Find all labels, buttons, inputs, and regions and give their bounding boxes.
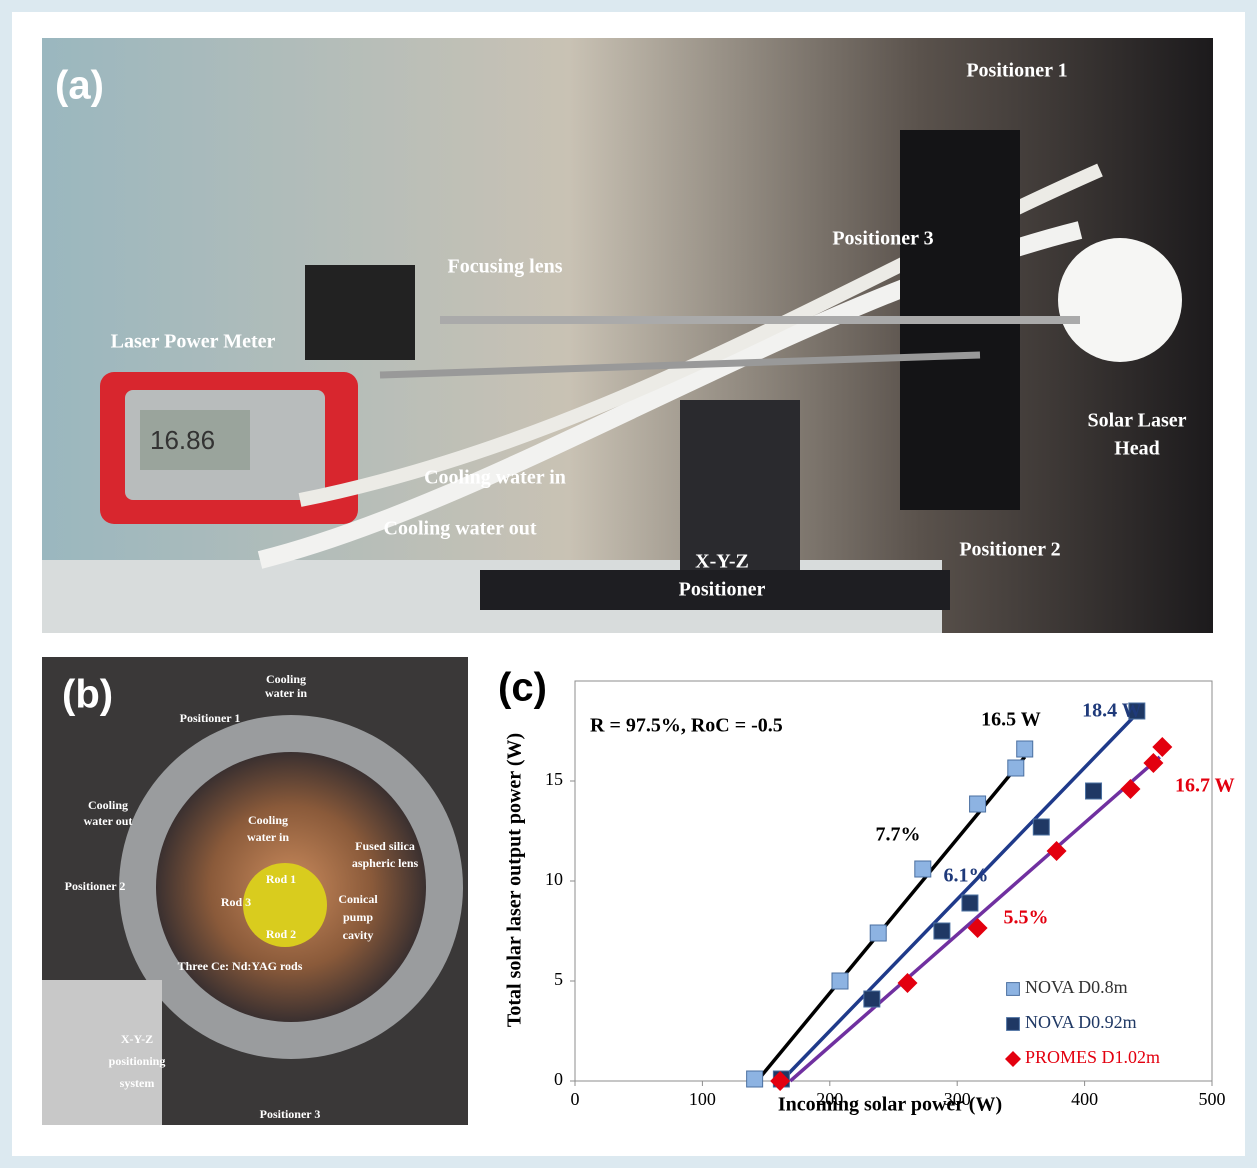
photo-a-xyz — [680, 400, 800, 570]
marker — [870, 925, 886, 941]
photo-annotation: Positioner 1 — [180, 711, 241, 725]
x-tick-label: 0 — [571, 1089, 580, 1109]
y-axis-title: Total solar laser output power (W) — [504, 733, 526, 1027]
marker — [1008, 760, 1024, 776]
x-tick-label: 400 — [1071, 1089, 1098, 1109]
marker — [1033, 819, 1049, 835]
marker — [832, 973, 848, 989]
photo-annotation: Positioner 1 — [966, 60, 1067, 82]
photo-annotation: Positioner 2 — [959, 539, 1060, 561]
page: (a) 16.86 Positioner 1 Positioner 3 Focusing… — [0, 0, 1257, 1168]
chart-annotation: 16.5 W — [981, 709, 1041, 731]
y-tick-label: 15 — [545, 769, 563, 789]
photo-annotation: Positioner — [679, 579, 766, 601]
marker — [970, 796, 986, 812]
panel-label: (a) — [55, 64, 104, 108]
legend-label: NOVA D0.92m — [1025, 1012, 1137, 1032]
photo-annotation: Cooling — [248, 813, 288, 827]
photo-annotation: Conical — [338, 892, 378, 906]
photo-annotation: water in — [247, 830, 289, 844]
y-tick-label: 0 — [554, 1069, 563, 1089]
photo-annotation: cavity — [343, 928, 374, 942]
photo-annotation: water in — [265, 686, 307, 700]
photo-annotation: Three Ce: Nd:YAG rods — [178, 959, 303, 973]
chart-annotation: R = 97.5%, RoC = -0.5 — [590, 715, 783, 737]
photo-annotation: system — [120, 1076, 155, 1090]
photo-annotation: X-Y-Z — [121, 1032, 153, 1046]
photo-a-sensor — [305, 265, 415, 360]
photo-annotation: Cooling — [266, 672, 306, 686]
photo-annotation: Rod 3 — [221, 895, 251, 909]
photo-annotation: X-Y-Z — [695, 551, 749, 573]
chart-annotation: 6.1% — [944, 865, 989, 887]
figure: (a) 16.86 Positioner 1 Positioner 3 Focusing… — [0, 0, 1257, 1168]
chart-annotation: 5.5% — [1004, 907, 1049, 929]
photo-annotation: Head — [1114, 438, 1160, 460]
chart-annotation: 18.4 W — [1082, 700, 1142, 722]
legend-label: PROMES D1.02m — [1025, 1047, 1160, 1067]
photo-annotation: Focusing lens — [447, 256, 562, 278]
legend-marker — [1007, 983, 1020, 996]
photo-annotation: water out — [84, 814, 133, 828]
photo-annotation: Rod 1 — [266, 872, 296, 886]
y-tick-label: 5 — [554, 969, 563, 989]
photo-a-head — [1058, 238, 1182, 362]
photo-annotation: Rod 2 — [266, 927, 296, 941]
photo-annotation: positioning — [109, 1054, 166, 1068]
photo-annotation: Cooling water in — [424, 467, 566, 489]
marker — [934, 923, 950, 939]
panel-label: (c) — [498, 666, 547, 710]
marker — [915, 861, 931, 877]
marker — [1017, 741, 1033, 757]
meter-reading: 16.86 — [150, 425, 215, 455]
photo-annotation: Positioner 2 — [65, 879, 126, 893]
photo-annotation: Cooling water out — [384, 518, 537, 540]
legend-marker — [1007, 1018, 1020, 1031]
photo-annotation: aspheric lens — [352, 856, 419, 870]
panel-label: (b) — [62, 673, 113, 717]
x-axis-title: Incoming solar power (W) — [778, 1094, 1002, 1116]
chart-annotation: 16.7 W — [1175, 775, 1235, 797]
photo-annotation: Laser Power Meter — [111, 331, 276, 353]
legend-label: NOVA D0.8m — [1025, 977, 1128, 997]
marker — [864, 991, 880, 1007]
marker — [747, 1071, 763, 1087]
x-tick-label: 500 — [1199, 1089, 1226, 1109]
photo-annotation: pump — [343, 910, 373, 924]
photo-annotation: Solar Laser — [1087, 410, 1186, 432]
chart-annotation: 7.7% — [876, 824, 921, 846]
photo-annotation: Fused silica — [355, 839, 415, 853]
photo-annotation: Positioner 3 — [260, 1107, 321, 1121]
marker — [1086, 783, 1102, 799]
x-tick-label: 100 — [689, 1089, 716, 1109]
marker — [962, 895, 978, 911]
photo-b-stage — [42, 980, 162, 1125]
photo-annotation: Positioner 3 — [832, 228, 933, 250]
y-tick-label: 10 — [545, 869, 563, 889]
photo-annotation: Cooling — [88, 798, 128, 812]
